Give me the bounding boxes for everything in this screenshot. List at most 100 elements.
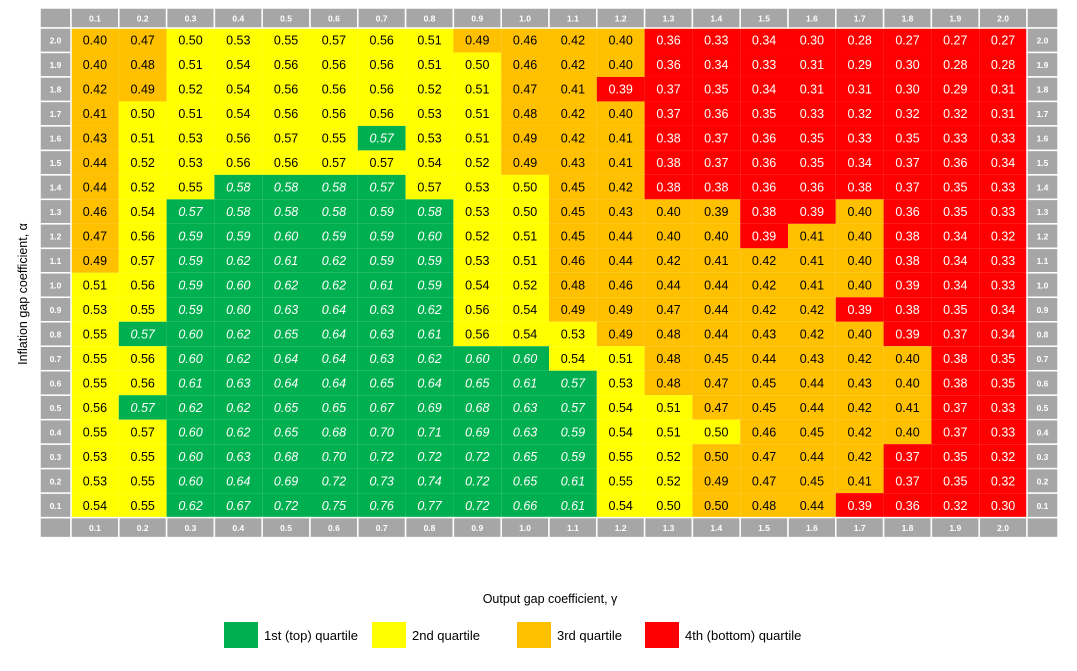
heatmap-cell bbox=[501, 444, 549, 469]
heatmap-cell bbox=[883, 52, 932, 77]
heatmap-cell bbox=[692, 52, 741, 77]
heatmap-cell bbox=[453, 223, 502, 249]
heatmap-cell bbox=[310, 370, 358, 396]
heatmap-cell bbox=[835, 444, 884, 469]
cell-value-label: 0.43 bbox=[752, 328, 776, 342]
heatmap-cell bbox=[453, 321, 502, 347]
y-axis-title: Inflation gap coefficient, α bbox=[16, 223, 30, 365]
cell-value-label: 0.72 bbox=[370, 450, 394, 464]
heatmap-cell bbox=[788, 101, 836, 126]
cell-value-label: 0.51 bbox=[513, 230, 537, 244]
heatmap-cell bbox=[788, 419, 836, 445]
cell-value-label: 0.50 bbox=[513, 181, 537, 195]
heatmap-cell bbox=[644, 101, 693, 126]
heatmap-cell bbox=[118, 223, 167, 249]
cell-value-label: 0.59 bbox=[417, 279, 441, 293]
cell-value-label: 0.35 bbox=[943, 450, 967, 464]
heatmap-cell bbox=[883, 468, 932, 494]
cell-value-label: 0.60 bbox=[178, 450, 202, 464]
heatmap-cell bbox=[835, 297, 884, 322]
y-tick-label-right: 1.6 bbox=[1037, 134, 1049, 144]
cell-value-label: 0.44 bbox=[83, 181, 107, 195]
heatmap-cell bbox=[166, 468, 215, 494]
heatmap-cell bbox=[788, 468, 836, 494]
heatmap-cell bbox=[71, 125, 119, 151]
cell-value-label: 0.39 bbox=[800, 205, 824, 219]
heatmap-cell bbox=[453, 468, 502, 494]
y-tick-label-right: 0.6 bbox=[1037, 378, 1049, 388]
heatmap-cell bbox=[835, 150, 884, 175]
x-tick-label-bottom: 0.7 bbox=[376, 523, 388, 533]
cell-value-label: 0.56 bbox=[370, 107, 394, 121]
cell-value-label: 0.46 bbox=[752, 425, 776, 439]
heatmap-cell bbox=[166, 101, 215, 126]
cell-value-label: 0.72 bbox=[465, 499, 489, 513]
cell-value-label: 0.42 bbox=[848, 450, 872, 464]
cell-value-label: 0.69 bbox=[417, 401, 441, 415]
heatmap-cell bbox=[166, 52, 215, 77]
heatmap-cell bbox=[740, 52, 788, 77]
x-tick-label-bottom: 0.6 bbox=[328, 523, 340, 533]
cell-value-label: 0.49 bbox=[609, 303, 633, 317]
heatmap-cell bbox=[118, 248, 167, 273]
y-tick-label-left: 0.7 bbox=[50, 354, 62, 364]
cell-value-label: 0.42 bbox=[83, 83, 107, 97]
cell-value-label: 0.40 bbox=[656, 230, 680, 244]
heatmap-cell bbox=[166, 199, 215, 224]
cell-value-label: 0.35 bbox=[991, 376, 1015, 390]
cell-value-label: 0.54 bbox=[226, 107, 250, 121]
heatmap-cell bbox=[740, 395, 788, 420]
y-tick-label-left: 1.7 bbox=[50, 109, 62, 119]
heatmap-cell bbox=[118, 444, 167, 469]
cell-value-label: 0.54 bbox=[561, 352, 585, 366]
y-tick-label-right: 1.3 bbox=[1037, 207, 1049, 217]
heatmap-cell bbox=[549, 101, 597, 126]
cell-value-label: 0.50 bbox=[656, 499, 680, 513]
cell-value-label: 0.41 bbox=[609, 156, 633, 170]
cell-value-label: 0.74 bbox=[417, 474, 441, 488]
cell-value-label: 0.52 bbox=[465, 230, 489, 244]
cell-value-label: 0.42 bbox=[752, 254, 776, 268]
cell-value-label: 0.58 bbox=[322, 205, 346, 219]
heatmap-cell bbox=[310, 346, 358, 371]
heatmap-cell bbox=[979, 395, 1027, 420]
cell-value-label: 0.44 bbox=[704, 328, 728, 342]
cell-value-label: 0.35 bbox=[800, 132, 824, 146]
heatmap-cell bbox=[931, 468, 980, 494]
cell-value-label: 0.62 bbox=[226, 254, 250, 268]
cell-value-label: 0.68 bbox=[465, 401, 489, 415]
cell-value-label: 0.42 bbox=[609, 181, 633, 195]
x-tick-label-bottom: 1.4 bbox=[710, 523, 722, 533]
cell-value-label: 0.32 bbox=[991, 474, 1015, 488]
heatmap-cell bbox=[71, 28, 119, 53]
cell-value-label: 0.34 bbox=[704, 58, 728, 72]
heatmap-cell bbox=[931, 125, 980, 151]
cell-value-label: 0.40 bbox=[895, 352, 919, 366]
heatmap-cell bbox=[357, 468, 406, 494]
heatmap-cell bbox=[788, 28, 836, 53]
heatmap-cell bbox=[979, 468, 1027, 494]
heatmap-cell bbox=[740, 272, 788, 298]
heatmap-cell bbox=[166, 419, 215, 445]
heatmap-cell bbox=[644, 125, 693, 151]
heatmap-cell bbox=[501, 223, 549, 249]
heatmap-cell bbox=[501, 297, 549, 322]
cell-value-label: 0.60 bbox=[513, 352, 537, 366]
cell-value-label: 0.44 bbox=[704, 279, 728, 293]
x-tick-label-bottom: 0.3 bbox=[185, 523, 197, 533]
heatmap-cell bbox=[788, 395, 836, 420]
heatmap-cell bbox=[979, 370, 1027, 396]
cell-value-label: 0.44 bbox=[609, 254, 633, 268]
heatmap-cell bbox=[788, 174, 836, 200]
cell-value-label: 0.55 bbox=[274, 34, 298, 48]
x-tick-label-bottom: 0.5 bbox=[280, 523, 292, 533]
cell-value-label: 0.38 bbox=[943, 352, 967, 366]
cell-value-label: 0.35 bbox=[943, 303, 967, 317]
cell-value-label: 0.63 bbox=[370, 328, 394, 342]
heatmap-cell bbox=[71, 297, 119, 322]
cell-value-label: 0.51 bbox=[417, 34, 441, 48]
heatmap-cell bbox=[596, 370, 645, 396]
cell-value-label: 0.34 bbox=[848, 156, 872, 170]
cell-value-label: 0.64 bbox=[274, 352, 298, 366]
